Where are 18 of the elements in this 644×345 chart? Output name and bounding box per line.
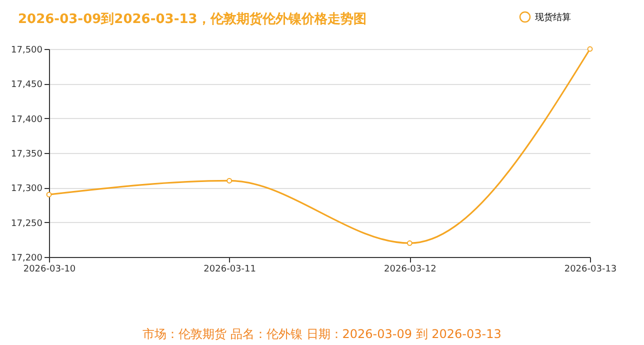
chart-title: 2026-03-09到2026-03-13，伦敦期货伦外镍价格走势图 — [18, 10, 366, 28]
y-tick-label: 17,250 — [11, 218, 43, 229]
text: 市场：伦敦期货 品名：伦外镍 日期：2026-03-09 到 2026-03-13 — [142, 326, 502, 343]
x-tick-label: 2026-03-10 — [23, 264, 76, 274]
point — [226, 178, 232, 184]
point — [587, 46, 593, 52]
y-tick-label: 17,500 — [11, 46, 43, 56]
x-tick-label: 2026-03-11 — [204, 264, 256, 274]
y-tick-label: 17,300 — [11, 184, 43, 194]
x-tick-label: 2026-03-13 — [564, 264, 617, 274]
y-tick-label: 17,200 — [11, 254, 43, 264]
y-tick-label: 17,350 — [11, 150, 43, 160]
point — [46, 192, 52, 198]
legend-label: 现货结算 — [535, 12, 571, 23]
point — [406, 240, 412, 246]
x-tick-label: 2026-03-12 — [384, 264, 436, 274]
y-tick-label: 17,400 — [11, 114, 43, 125]
y-tick-label: 17,450 — [11, 80, 43, 90]
